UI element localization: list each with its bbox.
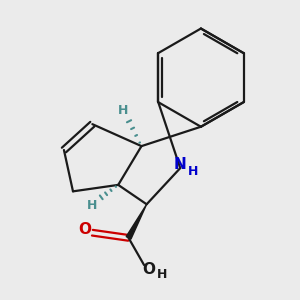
Text: H: H xyxy=(157,268,167,281)
Text: N: N xyxy=(174,157,187,172)
Text: H: H xyxy=(86,199,97,212)
Text: H: H xyxy=(118,104,128,117)
Text: O: O xyxy=(142,262,155,277)
Text: O: O xyxy=(78,222,91,237)
Polygon shape xyxy=(126,204,147,239)
Text: H: H xyxy=(188,165,199,178)
